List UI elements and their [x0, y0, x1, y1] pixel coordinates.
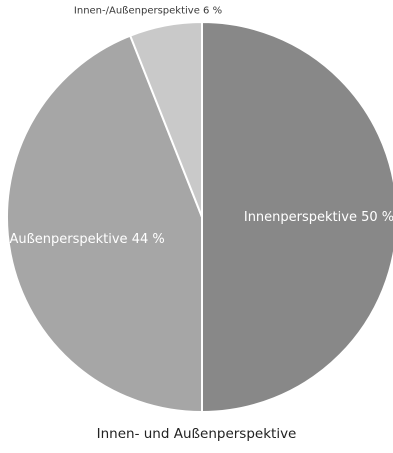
pie-slice-1 [201, 20, 393, 414]
pie-slice-3 [128, 20, 203, 218]
pie-slice-2 [6, 34, 203, 414]
pie-slices [6, 20, 393, 414]
slice-label-2: Außenperspektive 44 % [9, 232, 164, 247]
pie-labels: Innenperspektive 50 % Außenperspektive 44… [9, 6, 393, 247]
slice-label-3: Innen-/Außenperspektive 6 % [74, 6, 222, 17]
chart-title: Innen- und Außenperspektive [96, 426, 297, 442]
slice-label-1: Innenperspektive 50 % [244, 210, 393, 225]
